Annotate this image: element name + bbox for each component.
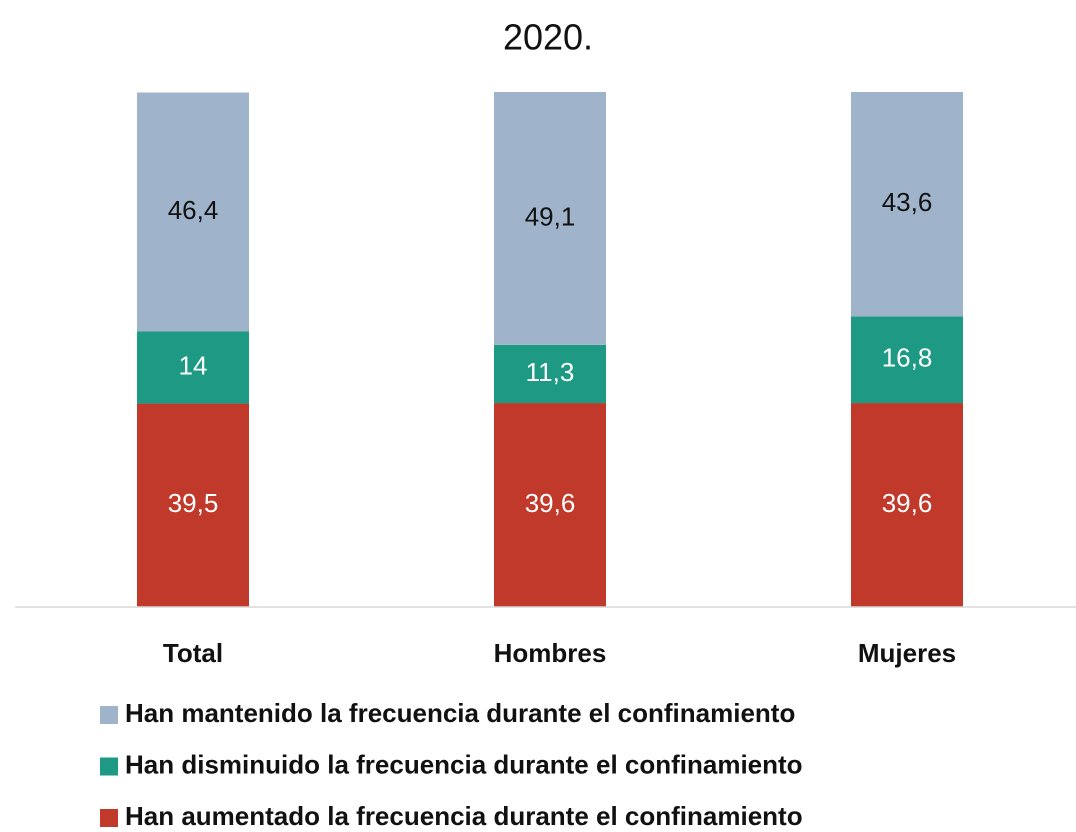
bar-segment xyxy=(494,344,606,404)
bar-segment xyxy=(494,403,606,607)
x-tick-label: Hombres xyxy=(494,638,607,668)
value-label: 43,6 xyxy=(882,187,933,217)
value-label: 46,4 xyxy=(168,195,219,225)
value-label: 49,1 xyxy=(525,201,576,231)
value-label: 11,3 xyxy=(526,357,575,387)
bar-segment xyxy=(851,403,963,607)
x-tick-label: Total xyxy=(163,638,223,668)
bar-segment xyxy=(137,331,249,404)
bar-segment xyxy=(494,92,606,345)
bar-segment xyxy=(851,92,963,317)
legend-label: Han disminuido la frecuencia durante el … xyxy=(125,749,803,779)
legend-swatch xyxy=(100,757,118,776)
bar-segment xyxy=(851,316,963,404)
x-tick-label: Mujeres xyxy=(858,638,956,668)
legend-swatch xyxy=(100,809,118,827)
bar-segment xyxy=(137,92,249,332)
value-label: 39,6 xyxy=(525,488,576,518)
chart-title: 2020. xyxy=(503,17,593,58)
value-label: 16,8 xyxy=(882,343,933,373)
value-label: 39,5 xyxy=(168,488,219,518)
value-label: 39,6 xyxy=(882,488,933,518)
legend-swatch xyxy=(100,706,118,724)
legend-label: Han aumentado la frecuencia durante el c… xyxy=(125,801,803,831)
bar-segment xyxy=(137,403,249,607)
legend-label: Han mantenido la frecuencia durante el c… xyxy=(125,698,795,728)
value-label: 14 xyxy=(179,350,208,380)
